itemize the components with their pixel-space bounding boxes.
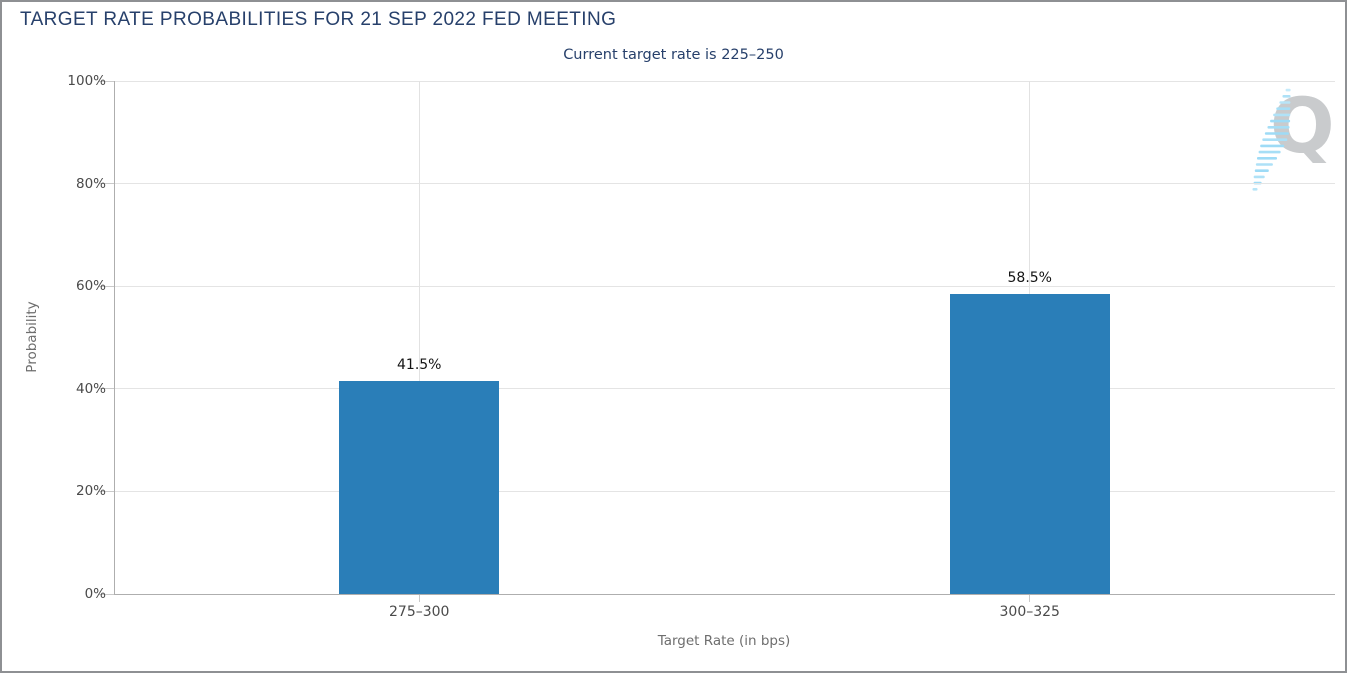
y-tick-label: 80% bbox=[75, 175, 106, 192]
y-gridline bbox=[114, 285, 1335, 287]
y-tick-label: 100% bbox=[67, 73, 106, 89]
y-tick-mark bbox=[99, 80, 114, 82]
y-tick-label: 20% bbox=[75, 483, 106, 500]
y-tick-label: 40% bbox=[75, 380, 106, 397]
y-tick-mark bbox=[99, 593, 114, 595]
x-category-label: 300–325 bbox=[999, 604, 1060, 620]
chart-subtitle: Current target rate is 225–250 bbox=[563, 47, 784, 63]
y-gridline bbox=[114, 388, 1335, 390]
y-gridline bbox=[114, 490, 1335, 492]
y-tick-mark bbox=[99, 183, 114, 185]
chart-title: TARGET RATE PROBABILITIES FOR 21 SEP 202… bbox=[20, 9, 617, 30]
x-category-label: 275–300 bbox=[389, 604, 450, 620]
bar-value-label: 41.5% bbox=[397, 357, 442, 374]
y-gridline bbox=[114, 183, 1335, 185]
x-tick-mark bbox=[418, 594, 420, 602]
bar-300–325 bbox=[949, 293, 1110, 594]
bar-value-label: 58.5% bbox=[1007, 269, 1052, 286]
y-axis-line bbox=[114, 81, 115, 595]
q-logo-stripes-icon bbox=[1252, 88, 1291, 191]
q-logo-icon: Q bbox=[1270, 81, 1335, 170]
y-tick-mark bbox=[99, 388, 114, 390]
y-tick-mark bbox=[99, 285, 114, 287]
y-gridline bbox=[114, 80, 1335, 82]
x-axis-line bbox=[114, 594, 1335, 595]
y-tick-label: 0% bbox=[84, 586, 106, 602]
bar-275–300 bbox=[339, 381, 500, 594]
y-tick-label: 60% bbox=[75, 278, 106, 295]
x-gridline bbox=[418, 81, 420, 594]
quandl-watermark: Q bbox=[1238, 81, 1345, 196]
x-tick-mark bbox=[1029, 594, 1031, 602]
x-axis-title: Target Rate (in bps) bbox=[657, 633, 791, 649]
y-tick-mark bbox=[99, 490, 114, 492]
